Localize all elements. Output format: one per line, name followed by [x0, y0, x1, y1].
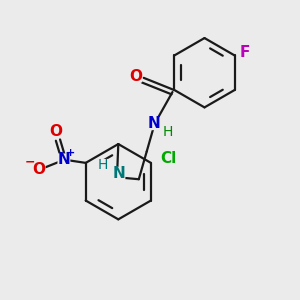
Text: −: − — [25, 155, 35, 168]
FancyBboxPatch shape — [50, 125, 62, 138]
Text: O: O — [129, 69, 142, 84]
Text: F: F — [239, 45, 250, 60]
Text: Cl: Cl — [160, 152, 177, 166]
FancyBboxPatch shape — [112, 167, 125, 180]
FancyBboxPatch shape — [58, 154, 70, 166]
Text: H: H — [98, 158, 108, 172]
Text: O: O — [33, 162, 46, 177]
Text: N: N — [58, 152, 70, 167]
FancyBboxPatch shape — [159, 152, 178, 165]
Text: H: H — [162, 125, 173, 139]
Text: N: N — [112, 166, 125, 181]
Text: N: N — [147, 116, 160, 131]
FancyBboxPatch shape — [33, 164, 46, 176]
FancyBboxPatch shape — [129, 70, 142, 83]
Text: +: + — [66, 148, 76, 158]
FancyBboxPatch shape — [147, 117, 160, 130]
FancyBboxPatch shape — [97, 159, 110, 172]
FancyBboxPatch shape — [238, 46, 251, 59]
Text: O: O — [50, 124, 62, 139]
FancyBboxPatch shape — [161, 125, 174, 138]
